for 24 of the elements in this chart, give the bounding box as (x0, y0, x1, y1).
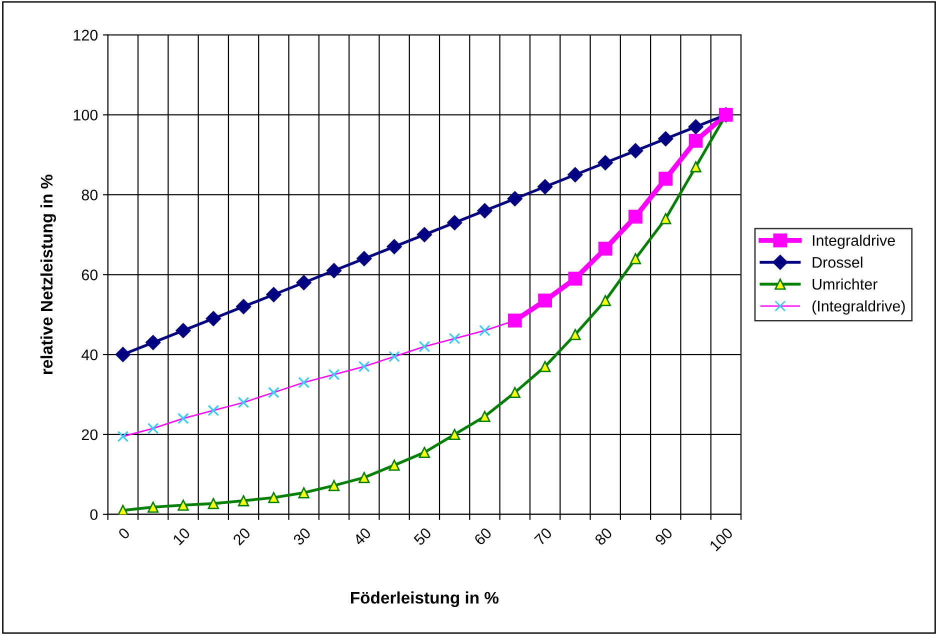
y-tick-label: 100 (74, 110, 98, 121)
y-tick-label: 40 (82, 349, 98, 360)
y-axis-title: relative Netzleistung in % (40, 174, 56, 374)
x-tick-label: 50 (413, 527, 432, 546)
y-tick-label: 120 (74, 30, 98, 41)
x-tick-label: 80 (594, 527, 613, 546)
y-tick-label: 20 (82, 429, 98, 440)
legend-label: Umrichter (812, 278, 878, 290)
x-tick-label: 60 (474, 527, 492, 546)
y-tick-label: 60 (82, 270, 98, 280)
x-tick-label: 10 (172, 527, 191, 546)
x-tick-label: 30 (292, 527, 312, 546)
y-tick-label: 0 (90, 509, 98, 520)
legend-label: Drossel (812, 256, 862, 268)
legend-label: Integraldrive (812, 234, 895, 249)
x-tick-label: 40 (352, 527, 372, 546)
x-tick-label: 20 (232, 527, 252, 546)
x-axis-title: Föderleistung in % (351, 591, 499, 608)
y-tick-label: 80 (82, 190, 98, 200)
x-tick-label: 90 (654, 527, 674, 546)
legend-label: (Integraldrive) (812, 300, 905, 315)
x-tick-label: 0 (118, 527, 130, 540)
x-tick-label: 70 (534, 527, 553, 546)
x-tick-label: 100 (709, 527, 734, 552)
